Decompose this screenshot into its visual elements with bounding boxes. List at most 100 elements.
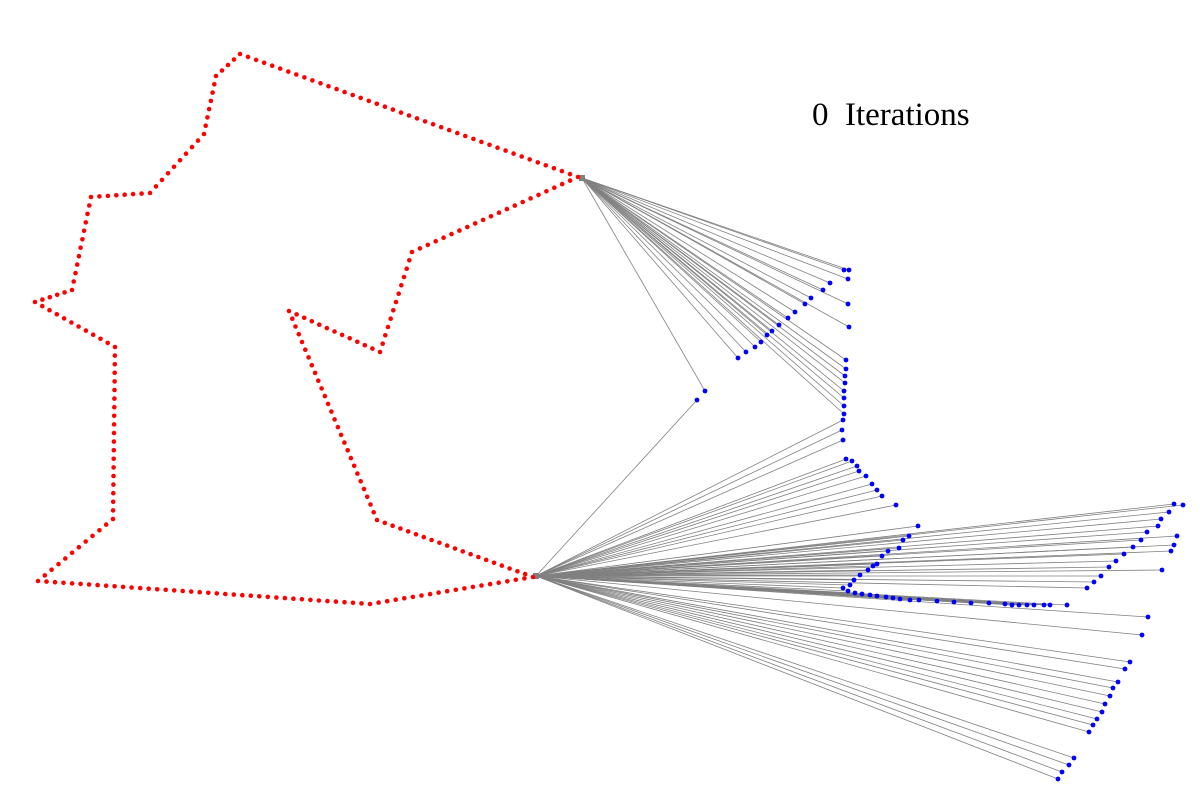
source-shape-points	[32, 51, 581, 607]
target-point	[785, 315, 791, 321]
target-point	[776, 322, 782, 328]
source-point	[54, 312, 60, 317]
source-point	[111, 413, 117, 419]
source-point	[462, 586, 467, 591]
source-point	[575, 174, 581, 180]
target-point	[879, 553, 885, 559]
source-point	[345, 448, 351, 453]
correspondence-link	[535, 575, 1094, 726]
source-point	[310, 78, 315, 83]
source-point	[384, 598, 390, 604]
target-point	[1138, 537, 1144, 543]
source-point	[49, 567, 54, 572]
target-point	[1059, 769, 1065, 775]
source-point	[368, 502, 373, 507]
target-point	[843, 366, 849, 372]
source-point	[559, 181, 565, 187]
source-point	[470, 584, 476, 590]
source-point	[535, 160, 541, 165]
target-point	[843, 357, 849, 363]
target-point	[893, 502, 899, 508]
target-point	[1090, 722, 1096, 728]
source-point	[206, 106, 212, 112]
correspondence-link	[581, 177, 812, 299]
source-point	[35, 578, 41, 584]
source-point	[111, 456, 116, 462]
target-point	[1041, 602, 1047, 608]
source-point	[73, 270, 78, 276]
target-point	[856, 468, 862, 474]
source-point	[52, 579, 58, 585]
source-point	[455, 130, 460, 136]
target-point	[1099, 709, 1105, 715]
target-point	[843, 456, 849, 462]
source-point	[437, 540, 442, 546]
source-point	[333, 599, 339, 604]
source-point	[195, 138, 201, 143]
correspondence-link	[535, 458, 847, 577]
target-point	[1002, 601, 1008, 607]
target-point	[1180, 502, 1186, 508]
source-point	[32, 299, 38, 305]
correspondence-link	[535, 575, 1090, 733]
correspondence-link	[535, 495, 883, 577]
source-point	[296, 331, 302, 337]
source-point	[206, 590, 211, 596]
source-point	[358, 95, 364, 101]
correspondence-link	[581, 177, 849, 280]
target-point	[865, 567, 871, 573]
source-point	[277, 66, 283, 71]
source-point	[520, 199, 525, 205]
target-point	[808, 295, 814, 301]
correspondence-link	[535, 575, 1119, 683]
source-point	[377, 349, 383, 355]
source-point	[407, 258, 412, 263]
correspondence-link	[581, 177, 847, 370]
source-point	[71, 279, 76, 284]
source-point	[114, 193, 119, 198]
source-point	[503, 148, 508, 153]
correspondence-link	[535, 575, 1149, 618]
correspondence-link	[535, 575, 844, 589]
source-point	[342, 89, 347, 95]
source-point	[359, 601, 364, 606]
source-point	[338, 432, 344, 438]
target-point	[1016, 602, 1022, 608]
source-point	[308, 597, 313, 603]
source-point	[446, 127, 452, 133]
source-point	[342, 599, 347, 605]
source-point	[183, 151, 189, 156]
correspondence-link	[535, 419, 844, 577]
source-point	[219, 68, 225, 73]
source-point	[444, 588, 450, 594]
correspondence-link	[535, 483, 873, 577]
target-point	[1106, 564, 1112, 570]
source-point	[496, 210, 502, 215]
iteration-counter-label: 0 Iterations	[812, 97, 970, 133]
source-point	[351, 463, 357, 469]
target-point	[1031, 602, 1037, 608]
link-hub-marker	[579, 175, 585, 181]
source-point	[112, 353, 118, 358]
source-point	[472, 221, 478, 226]
target-point	[1122, 666, 1128, 672]
target-point	[896, 545, 902, 551]
correspondence-link	[535, 465, 858, 577]
target-point	[900, 537, 906, 543]
target-point	[1055, 776, 1061, 782]
target-point	[841, 395, 847, 401]
source-point	[303, 347, 308, 353]
target-point	[1113, 558, 1119, 564]
source-point	[203, 123, 208, 128]
correspondence-link	[535, 460, 853, 577]
source-point	[139, 191, 144, 196]
source-point	[567, 178, 573, 183]
source-point	[409, 249, 415, 255]
source-point	[335, 424, 341, 430]
target-point	[897, 596, 903, 602]
correspondence-link	[581, 177, 845, 399]
source-point	[111, 447, 117, 453]
source-point	[527, 157, 532, 162]
target-point	[1158, 516, 1164, 522]
source-point	[522, 571, 528, 577]
